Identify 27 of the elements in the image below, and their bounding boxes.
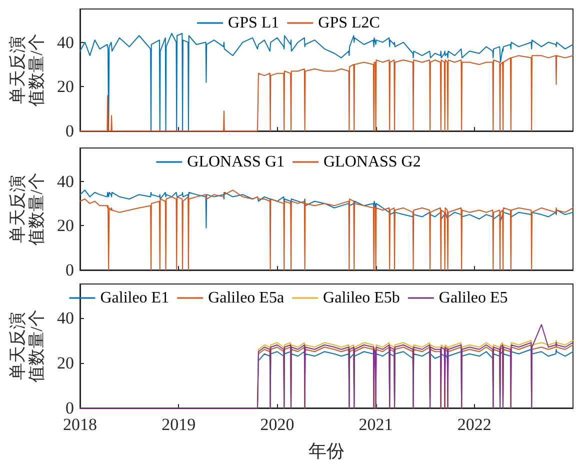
y-axis-title: 单天反演值数量/个 [8,34,46,106]
x-tick-label: 2021 [358,415,393,434]
legend-label: Galileo E5b [323,290,400,306]
y-tick-label: 20 [57,216,74,236]
legend-label: Galileo E1 [100,290,170,306]
x-tick-label: 2019 [162,415,196,434]
y-tick-label: 40 [57,172,74,191]
x-tick-label: 2022 [457,415,492,434]
x-tick-label: 2020 [260,415,294,434]
y-tick-label: 40 [57,32,74,52]
legend-label: Galileo E5a [208,290,284,306]
legend-label: GPS L2C [318,14,380,32]
x-axis-title: 年份 [308,441,344,461]
legend-label: GLONASS G2 [324,154,421,170]
legend-label: GLONASS G1 [187,154,284,170]
x-tick-label: 2018 [63,415,97,434]
y-tick-label: 40 [57,308,74,328]
y-tick-label: 0 [66,122,74,140]
legend-label: Galileo E5 [438,290,508,306]
y-axis-title: 单天反演值数量/个 [8,172,46,246]
y-tick-label: 20 [57,353,74,372]
y-tick-label: 0 [66,260,74,280]
line-series [80,190,574,228]
y-tick-label: 0 [66,398,74,418]
y-axis-title: 单天反演值数量/个 [8,310,46,382]
y-tick-label: 20 [57,77,74,96]
legend-label: GPS L1 [228,14,280,32]
